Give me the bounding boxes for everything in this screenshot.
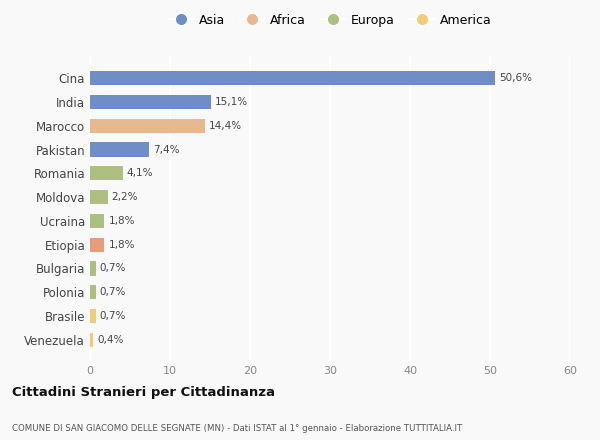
Text: 4,1%: 4,1% (127, 169, 154, 178)
Bar (90, 214, 104, 228)
Text: 0,7%: 0,7% (100, 311, 126, 321)
Legend: Asia, Africa, Europa, America: Asia, Africa, Europa, America (164, 9, 496, 32)
Bar (90, 238, 104, 252)
Bar (90, 261, 95, 275)
Bar (90, 190, 107, 204)
Bar (90, 71, 495, 85)
Text: Cittadini Stranieri per Cittadinanza: Cittadini Stranieri per Cittadinanza (12, 386, 275, 399)
Text: 14,4%: 14,4% (209, 121, 242, 131)
Bar (90, 166, 123, 180)
Text: 2,2%: 2,2% (112, 192, 138, 202)
Bar (90, 143, 149, 157)
Text: 15,1%: 15,1% (215, 97, 248, 107)
Text: 7,4%: 7,4% (153, 144, 180, 154)
Bar (90, 119, 205, 133)
Text: 0,4%: 0,4% (97, 335, 124, 345)
Text: 0,7%: 0,7% (100, 264, 126, 274)
Text: 0,7%: 0,7% (100, 287, 126, 297)
Text: 50,6%: 50,6% (499, 73, 532, 83)
Bar (90, 95, 211, 109)
Text: COMUNE DI SAN GIACOMO DELLE SEGNATE (MN) - Dati ISTAT al 1° gennaio - Elaborazio: COMUNE DI SAN GIACOMO DELLE SEGNATE (MN)… (12, 424, 462, 433)
Bar (90, 285, 95, 299)
Bar (90, 333, 93, 347)
Text: 1,8%: 1,8% (109, 216, 135, 226)
Text: 1,8%: 1,8% (109, 240, 135, 249)
Bar (90, 309, 95, 323)
